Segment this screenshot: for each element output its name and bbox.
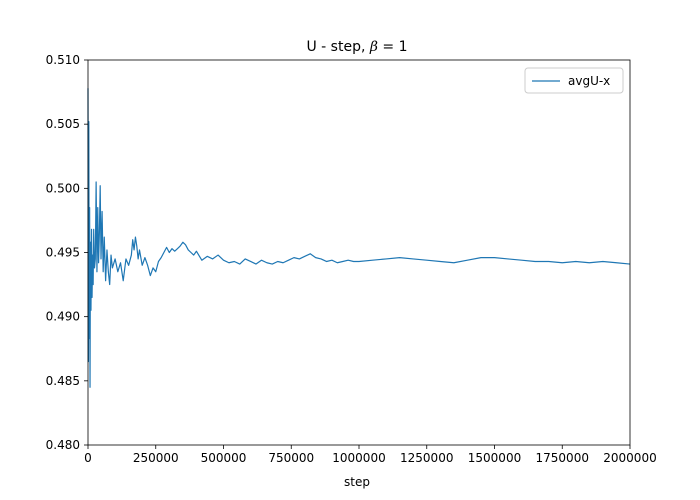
x-tick-label: 1250000	[400, 451, 453, 465]
x-tick-label: 500000	[201, 451, 247, 465]
chart-title-beta: β	[369, 39, 378, 55]
y-tick-label: 0.480	[46, 438, 80, 452]
legend-label: avgU-x	[568, 74, 610, 88]
chart-title: U - step, β = 1	[306, 39, 407, 55]
chart-title-suffix: = 1	[378, 39, 408, 55]
x-tick-label: 1500000	[468, 451, 521, 465]
y-tick-label: 0.505	[46, 117, 80, 131]
series-line-avgU-x	[87, 88, 631, 388]
x-axis-label: step	[344, 475, 370, 489]
x-tick-label: 0	[84, 451, 92, 465]
plot-area: 0 250000 500000 750000 1000000 1250000 1500000…	[46, 53, 657, 465]
x-tick-label: 750000	[268, 451, 314, 465]
x-tick-label: 1000000	[332, 451, 385, 465]
chart-title-prefix: U - step,	[306, 39, 369, 55]
y-tick-label: 0.490	[46, 310, 80, 324]
y-tick-label: 0.485	[46, 374, 80, 388]
y-tick-label: 0.500	[46, 181, 80, 195]
legend-box	[524, 67, 624, 94]
legend: avgU-x	[524, 67, 624, 94]
x-tick-label: 1750000	[536, 451, 589, 465]
y-tick-label: 0.495	[46, 246, 80, 260]
x-tick-label: 2000000	[603, 451, 656, 465]
y-tick-label: 0.510	[46, 53, 80, 67]
x-tick-label: 250000	[133, 451, 179, 465]
